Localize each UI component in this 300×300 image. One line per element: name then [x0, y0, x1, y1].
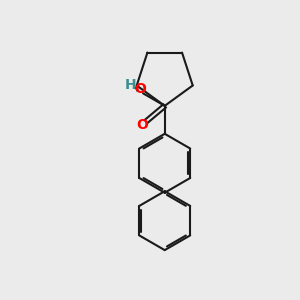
Text: O: O [136, 118, 148, 132]
Text: H: H [125, 78, 136, 92]
Text: O: O [134, 82, 146, 96]
